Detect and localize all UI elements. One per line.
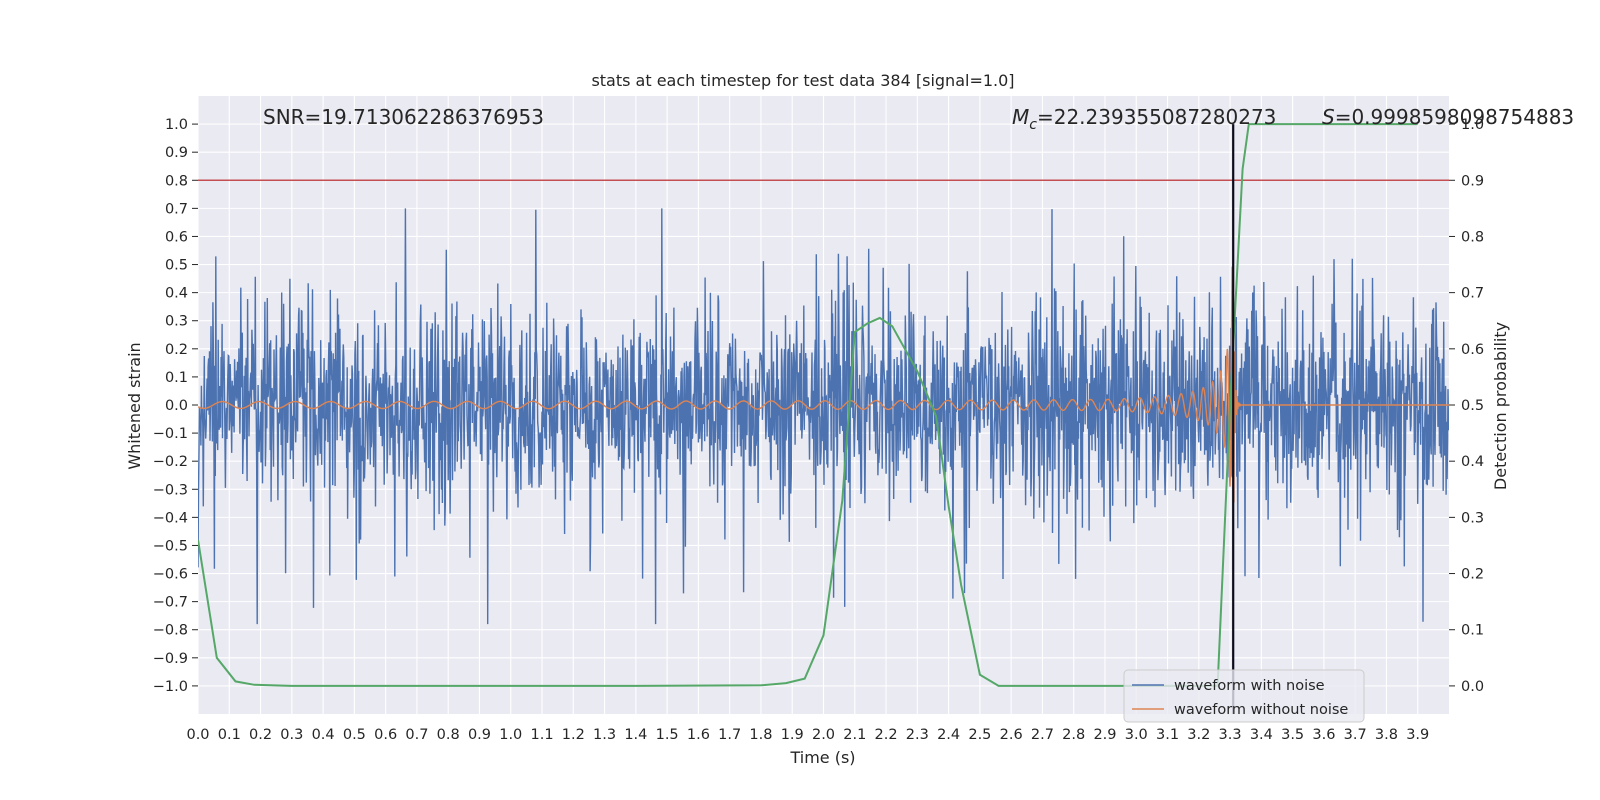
y-tick-label: 0.1 xyxy=(165,370,188,386)
y-axis-right: 1.0 0.9 0.8 0.7 0.6 0.5 0.4 0.3 0.2 0.1 0.0 xyxy=(1449,117,1484,695)
y-tick-label: 0.7 xyxy=(165,201,188,217)
x-tick-label: 1.1 xyxy=(530,727,553,743)
y2-axis-label: Detection probability xyxy=(1491,322,1510,490)
x-tick-label: 0.5 xyxy=(343,727,366,743)
x-tick-label: 1.2 xyxy=(562,727,585,743)
y-tick-label: 0.0 xyxy=(165,398,188,414)
chart-title: stats at each timestep for test data 384… xyxy=(591,71,1014,90)
x-tick-label: 3.6 xyxy=(1312,727,1335,743)
x-tick-label: 1.3 xyxy=(593,727,616,743)
x-tick-label: 2.3 xyxy=(906,727,929,743)
series-waveform-without-noise xyxy=(198,266,1449,504)
y-tick-label: −0.5 xyxy=(153,538,188,554)
y2-tick-label: 0.0 xyxy=(1461,679,1484,695)
x-tick-label: 1.4 xyxy=(624,727,647,743)
x-tick-label: 2.4 xyxy=(937,727,960,743)
y-tick-label: −1.0 xyxy=(153,679,188,695)
y2-tick-label: 0.1 xyxy=(1461,623,1484,639)
x-tick-label: 0.3 xyxy=(280,727,303,743)
y2-tick-label: 0.6 xyxy=(1461,342,1484,358)
x-tick-label: 2.2 xyxy=(875,727,898,743)
legend-label: waveform without noise xyxy=(1174,702,1348,718)
y2-tick-label: 0.8 xyxy=(1461,229,1484,245)
x-tick-label: 0.9 xyxy=(468,727,491,743)
y2-tick-label: 0.9 xyxy=(1461,173,1484,189)
x-tick-label: 3.1 xyxy=(1156,727,1179,743)
x-tick-label: 2.6 xyxy=(1000,727,1023,743)
x-tick-label: 1.6 xyxy=(687,727,710,743)
y-tick-label: 0.9 xyxy=(165,145,188,161)
y-tick-label: −0.4 xyxy=(153,510,188,526)
x-tick-label: 2.9 xyxy=(1093,727,1116,743)
mc-annotation: Mc=22.239355087280273 xyxy=(1012,105,1276,133)
x-tick-label: 0.8 xyxy=(437,727,460,743)
y-tick-label: −0.8 xyxy=(153,623,188,639)
x-tick-label: 1.8 xyxy=(749,727,772,743)
x-tick-label: 0.4 xyxy=(312,727,335,743)
y-tick-label: 0.5 xyxy=(165,258,188,274)
y-tick-label: 0.8 xyxy=(165,173,188,189)
x-tick-label: 1.0 xyxy=(499,727,522,743)
x-tick-label: 0.2 xyxy=(249,727,272,743)
y-axis-left: 1.0 0.9 0.8 0.7 0.6 0.5 0.4 0.3 0.2 0.1 0.0 −0.1 −0.… xyxy=(153,117,198,695)
y-tick-label: 0.3 xyxy=(165,314,188,330)
x-tick-label: 2.5 xyxy=(968,727,991,743)
x-tick-label: 2.8 xyxy=(1062,727,1085,743)
x-axis: 0.0 0.1 0.2 0.3 0.4 0.5 0.6 0.7 0.8 0.9 1.0 1.1 1.2 1… xyxy=(186,727,1429,743)
y-axis-label: Whitened strain xyxy=(125,342,144,469)
y2-tick-label: 0.3 xyxy=(1461,510,1484,526)
series-detection-probability xyxy=(198,123,1418,687)
x-tick-label: 3.2 xyxy=(1187,727,1210,743)
x-tick-label: 0.1 xyxy=(218,727,241,743)
y-tick-label: 0.4 xyxy=(165,286,188,302)
y2-tick-label: 0.4 xyxy=(1461,454,1484,470)
y-tick-label: −0.6 xyxy=(153,567,188,583)
x-tick-label: 1.5 xyxy=(656,727,679,743)
x-tick-label: 3.8 xyxy=(1375,727,1398,743)
x-tick-label: 3.7 xyxy=(1344,727,1367,743)
legend: waveform with noise waveform without nois… xyxy=(1123,669,1365,723)
x-tick-label: 2.0 xyxy=(812,727,835,743)
legend-label: waveform with noise xyxy=(1174,678,1325,694)
y2-tick-label: 0.2 xyxy=(1461,567,1484,583)
series-layer xyxy=(198,123,1449,714)
series-waveform-with-noise xyxy=(198,208,1449,625)
x-tick-label: 3.3 xyxy=(1219,727,1242,743)
x-tick-label: 2.7 xyxy=(1031,727,1054,743)
x-tick-label: 1.9 xyxy=(781,727,804,743)
x-tick-label: 3.0 xyxy=(1125,727,1148,743)
x-axis-label: Time (s) xyxy=(789,748,855,767)
y2-tick-label: 0.5 xyxy=(1461,398,1484,414)
x-tick-label: 1.7 xyxy=(718,727,741,743)
legend-frame xyxy=(1123,669,1365,723)
y2-tick-label: 1.0 xyxy=(1461,117,1484,133)
y-tick-label: −0.3 xyxy=(153,482,188,498)
x-tick-label: 3.9 xyxy=(1406,727,1429,743)
y2-tick-label: 0.7 xyxy=(1461,286,1484,302)
y-tick-label: −0.2 xyxy=(153,454,188,470)
x-tick-label: 0.7 xyxy=(405,727,428,743)
y-tick-label: 0.2 xyxy=(165,342,188,358)
y-tick-label: −0.7 xyxy=(153,595,188,611)
y-tick-label: 0.6 xyxy=(165,229,188,245)
y-tick-label: 1.0 xyxy=(165,117,188,133)
y-tick-label: −0.9 xyxy=(153,651,188,667)
x-tick-label: 0.6 xyxy=(374,727,397,743)
x-tick-label: 2.1 xyxy=(843,727,866,743)
y-tick-label: −0.1 xyxy=(153,426,188,442)
snr-annotation: SNR=19.713062286376953 xyxy=(263,105,544,129)
x-tick-label: 3.5 xyxy=(1281,727,1304,743)
s-annotation: S=0.9998598098754883 xyxy=(1322,105,1574,129)
x-tick-label: 3.4 xyxy=(1250,727,1273,743)
x-tick-label: 0.0 xyxy=(186,727,209,743)
